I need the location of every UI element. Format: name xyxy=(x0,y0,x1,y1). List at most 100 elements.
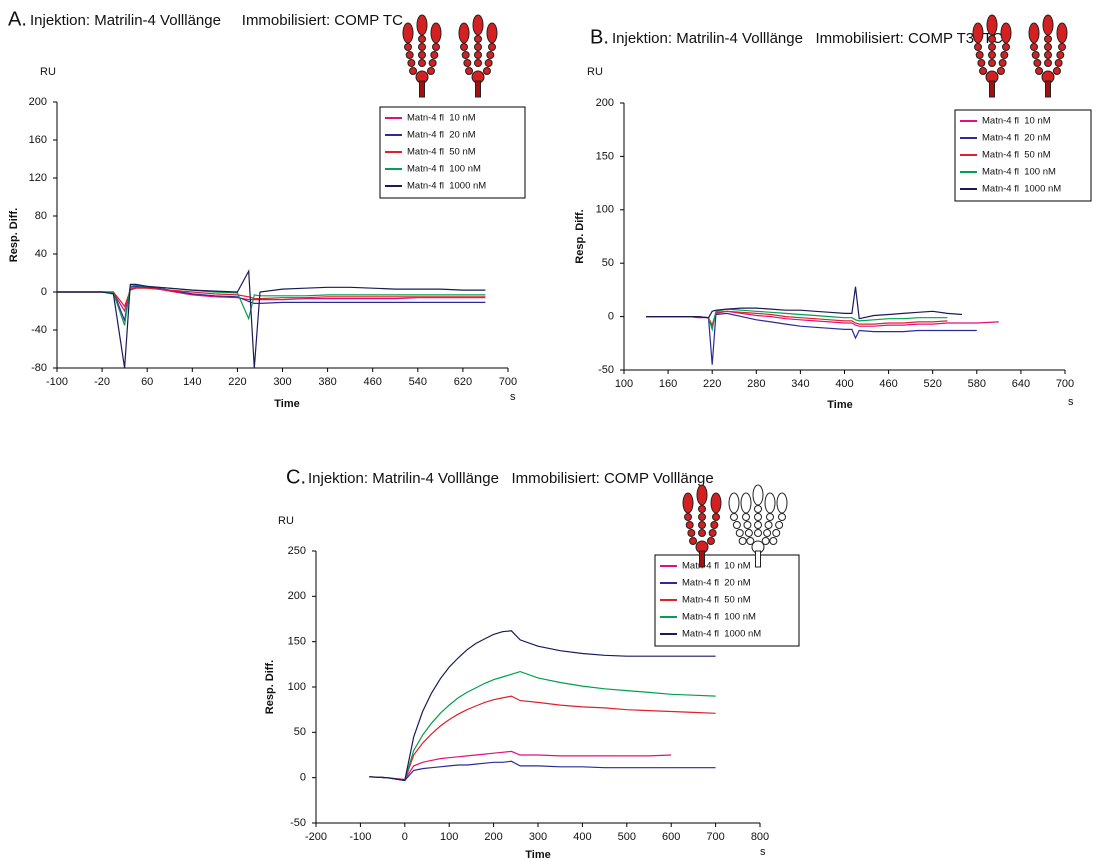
domain xyxy=(754,521,762,529)
x-tick-label: -100 xyxy=(46,376,68,388)
series-line xyxy=(57,268,486,369)
legend-box xyxy=(654,554,800,647)
y-tick-label: 150 xyxy=(288,636,306,648)
domain xyxy=(484,59,493,67)
series-line xyxy=(369,760,716,782)
domain xyxy=(730,513,738,521)
x-tick-label: -100 xyxy=(349,831,371,843)
domain xyxy=(972,22,984,44)
legend-box xyxy=(954,109,1092,202)
legend-label: Matn-4 fl 20 nM xyxy=(407,130,476,141)
domain xyxy=(1054,59,1063,67)
domain xyxy=(1044,59,1052,67)
domain xyxy=(460,43,468,51)
domain xyxy=(430,22,442,44)
domain xyxy=(472,14,484,36)
y-tick-label: 160 xyxy=(29,134,47,146)
domain xyxy=(1052,67,1061,75)
domain xyxy=(761,537,770,545)
panel-label: A. xyxy=(8,8,27,30)
domain xyxy=(754,529,762,537)
x-axis-title: Time xyxy=(525,849,550,861)
domain xyxy=(974,43,982,51)
domain xyxy=(474,59,482,67)
x-tick-label: 640 xyxy=(1012,378,1030,390)
y-unit: RU xyxy=(587,66,603,78)
domain xyxy=(988,59,996,67)
molecule-icon xyxy=(1028,14,1068,98)
x-tick-label: 380 xyxy=(318,376,336,388)
domain xyxy=(764,521,773,529)
domain xyxy=(1056,22,1068,44)
y-tick-label: 50 xyxy=(294,726,306,738)
domain xyxy=(763,529,772,537)
molecule-icon xyxy=(972,14,1012,98)
legend-label: Matn-4 fl 50 nM xyxy=(982,150,1051,161)
y-tick-label: 0 xyxy=(608,311,614,323)
domain xyxy=(488,43,496,51)
y-tick-label: 0 xyxy=(41,286,47,298)
legend-label: Matn-4 fl 1000 nM xyxy=(682,629,761,640)
domain xyxy=(474,35,482,43)
domain xyxy=(428,59,437,67)
domain xyxy=(698,521,706,529)
domain xyxy=(708,529,717,537)
domain xyxy=(706,537,715,545)
domain xyxy=(1033,59,1042,67)
series-line xyxy=(369,750,672,781)
domain xyxy=(430,51,439,59)
domain xyxy=(1030,43,1038,51)
domain xyxy=(432,43,440,51)
y-tick-label: 100 xyxy=(288,681,306,693)
y-tick-label: 200 xyxy=(288,590,306,602)
domain xyxy=(482,67,491,75)
x-unit: s xyxy=(510,391,516,403)
domain xyxy=(764,492,776,514)
series-line xyxy=(369,695,716,782)
y-tick-label: 200 xyxy=(596,97,614,109)
x-tick-label: 520 xyxy=(924,378,942,390)
x-tick-label: 280 xyxy=(747,378,765,390)
x-tick-label: 220 xyxy=(228,376,246,388)
legend-label: Matn-4 fl 100 nM xyxy=(407,164,481,175)
domain xyxy=(977,59,986,67)
domain xyxy=(732,521,741,529)
legend-label: Matn-4 fl 50 nM xyxy=(682,595,751,606)
domain xyxy=(988,43,996,51)
domain xyxy=(418,51,426,59)
y-unit: RU xyxy=(40,66,56,78)
domain xyxy=(1000,51,1009,59)
legend-label: Matn-4 fl 50 nM xyxy=(407,147,476,158)
chart-title: Injektion: Matrilin-4 Volllänge Immobili… xyxy=(612,30,1003,47)
panel-label: C. xyxy=(286,466,306,488)
domain xyxy=(742,513,750,521)
legend-label: Matn-4 fl 20 nM xyxy=(982,133,1051,144)
y-tick-label: 80 xyxy=(35,210,47,222)
domain xyxy=(416,14,428,36)
y-tick-label: 40 xyxy=(35,248,47,260)
x-tick-label: 800 xyxy=(751,831,769,843)
domain xyxy=(465,67,474,75)
y-tick-label: -50 xyxy=(290,817,306,829)
x-tick-label: 100 xyxy=(615,378,633,390)
domain xyxy=(426,67,435,75)
legend-label: Matn-4 fl 1000 nM xyxy=(982,184,1061,195)
y-tick-label: 120 xyxy=(29,172,47,184)
legend-label: Matn-4 fl 10 nM xyxy=(682,561,751,572)
chart-title: Injektion: Matrilin-4 Volllänge Immobili… xyxy=(308,470,714,487)
domain xyxy=(744,529,753,537)
domain xyxy=(754,513,762,521)
domain xyxy=(687,529,696,537)
domain xyxy=(1002,43,1010,51)
x-tick-label: 400 xyxy=(835,378,853,390)
domain xyxy=(1035,67,1044,75)
molecule-icon xyxy=(728,484,788,568)
domain xyxy=(463,59,472,67)
x-tick-label: 140 xyxy=(183,376,201,388)
series-line xyxy=(369,630,716,782)
x-tick-label: 300 xyxy=(529,831,547,843)
domain xyxy=(486,22,498,44)
y-tick-label: 50 xyxy=(602,257,614,269)
domain xyxy=(458,22,470,44)
domain xyxy=(772,529,781,537)
